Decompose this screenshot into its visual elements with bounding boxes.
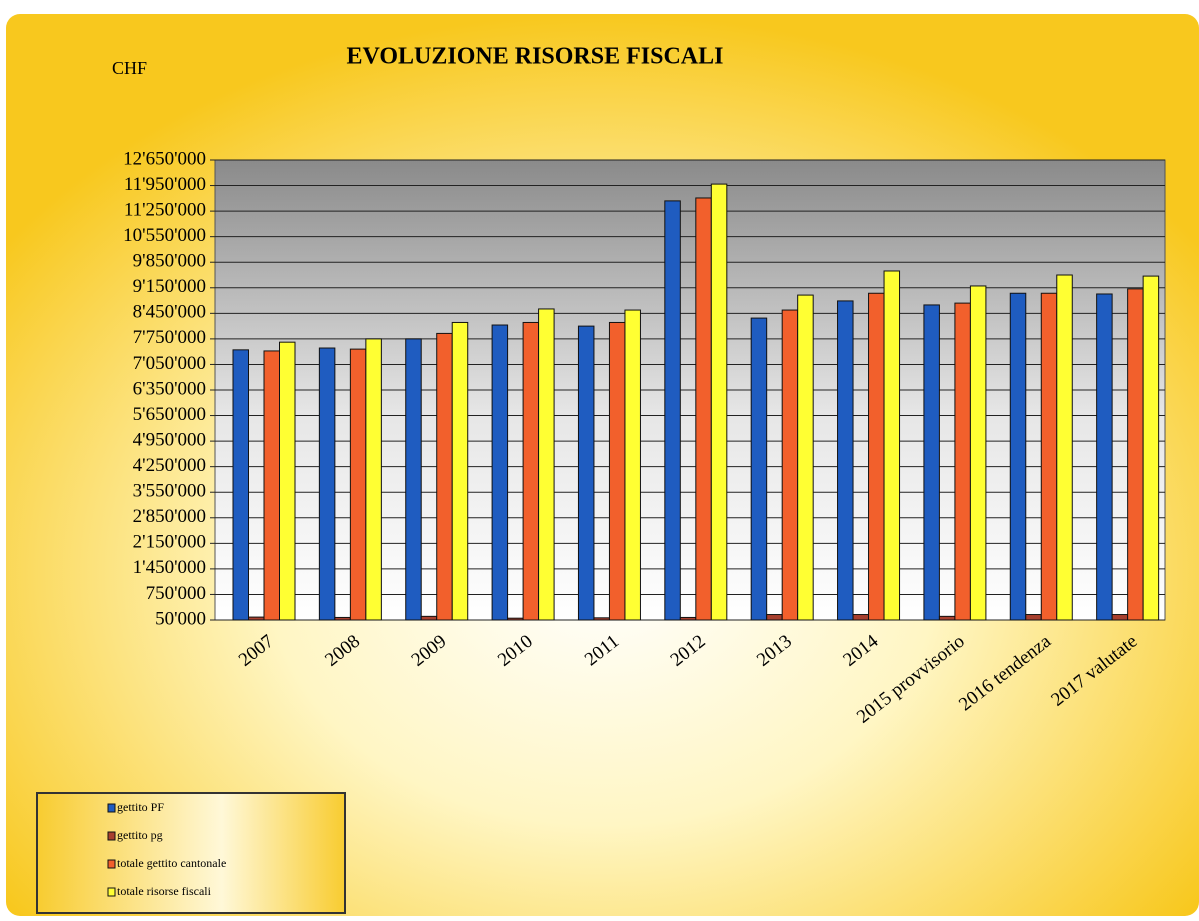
bar: [954, 302, 971, 621]
bar: [405, 338, 422, 621]
y-tick-label: 5'650'000: [133, 404, 206, 425]
bar: [232, 349, 249, 621]
bar: [883, 270, 901, 621]
bar: [1127, 288, 1144, 621]
legend-swatch: [107, 831, 116, 841]
y-tick-label: 4'250'000: [133, 455, 206, 476]
legend-swatch: [107, 803, 116, 813]
y-tick-label: 7'050'000: [133, 353, 206, 374]
bar: [766, 614, 783, 621]
bar: [248, 616, 265, 621]
y-tick-label: 8'450'000: [133, 302, 206, 323]
bar: [318, 347, 336, 621]
y-tick-label: 11'250'000: [124, 199, 206, 220]
bar: [608, 321, 626, 621]
bar: [349, 348, 367, 621]
bar: [938, 615, 956, 621]
bar: [365, 338, 382, 621]
y-tick-label: 4'950'000: [133, 429, 206, 450]
bar: [1056, 274, 1073, 621]
bar: [695, 197, 712, 621]
bar: [491, 324, 509, 621]
bar: [750, 317, 768, 621]
y-tick-label: 2'150'000: [133, 532, 206, 553]
bar: [538, 308, 555, 621]
bar: [436, 332, 453, 621]
bar: [577, 325, 595, 621]
bar: [1040, 292, 1058, 621]
y-tick-label: 3'550'000: [133, 481, 206, 502]
legend-swatch: [107, 887, 116, 897]
bar: [923, 304, 940, 621]
y-tick-label: 10'550'000: [123, 225, 206, 246]
legend-label: gettito PF: [117, 800, 164, 814]
bar: [263, 350, 280, 621]
legend-swatch: [107, 859, 116, 869]
bar: [710, 183, 728, 621]
y-tick-label: 2'850'000: [133, 506, 206, 527]
legend-label: totale gettito cantonale: [117, 856, 226, 870]
y-tick-label: 750'000: [146, 583, 206, 604]
bar: [420, 615, 438, 621]
bar: [507, 617, 524, 621]
bar: [1009, 292, 1027, 621]
bar: [1142, 275, 1160, 621]
bar: [593, 617, 610, 621]
bar: [1025, 614, 1042, 621]
bar: [334, 616, 351, 621]
bar: [664, 200, 681, 621]
bar: [969, 285, 987, 621]
bar: [1096, 293, 1113, 621]
legend-label: gettito pg: [117, 828, 163, 842]
y-tick-label: 6'350'000: [133, 378, 206, 399]
bar: [781, 309, 799, 621]
y-tick-label: 50'000: [155, 608, 206, 629]
y-tick-label: 12'650'000: [123, 148, 206, 169]
y-tick-label: 7'750'000: [133, 327, 206, 348]
bar: [852, 614, 870, 621]
bar: [679, 616, 697, 621]
bar: [868, 292, 885, 621]
bar: [797, 294, 814, 621]
bar: [451, 321, 469, 621]
unit-label: CHF: [112, 58, 147, 78]
bar: [837, 300, 854, 621]
y-tick-label: 9'850'000: [133, 251, 206, 272]
legend-label: totale risorse fiscali: [117, 884, 212, 898]
y-tick-label: 1'450'000: [133, 557, 206, 578]
bar: [1111, 614, 1129, 621]
bar: [522, 321, 540, 621]
bar: [279, 341, 296, 621]
y-tick-label: 9'150'000: [133, 276, 206, 297]
y-tick-label: 11'950'000: [124, 174, 206, 195]
legend: [36, 792, 346, 914]
bar: [624, 309, 641, 621]
chart-title: EVOLUZIONE RISORSE FISCALI: [347, 44, 724, 70]
